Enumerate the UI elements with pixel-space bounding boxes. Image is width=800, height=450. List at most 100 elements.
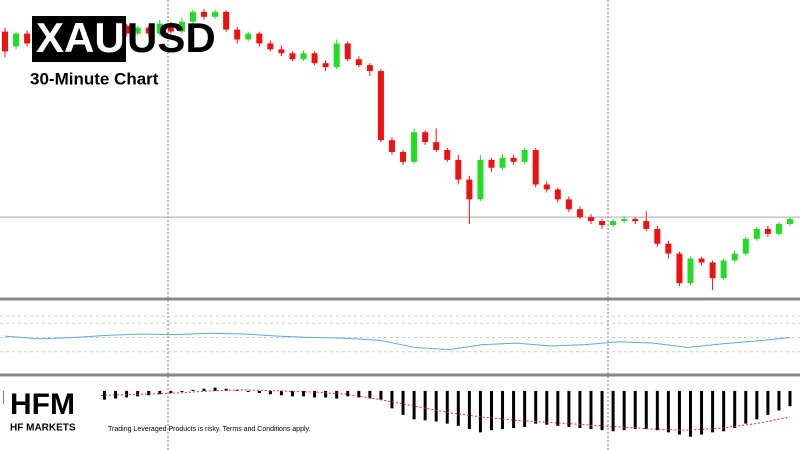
candle-body xyxy=(333,43,340,68)
candle-body xyxy=(366,65,373,72)
candle-body xyxy=(355,59,362,66)
histogram-bar xyxy=(401,390,405,415)
histogram-bar xyxy=(213,387,217,391)
candle-body xyxy=(212,11,219,17)
candle-body xyxy=(278,49,285,54)
histogram-bar xyxy=(711,390,715,433)
histogram-bar xyxy=(191,389,195,391)
histogram-bar xyxy=(611,390,615,432)
histogram-bar xyxy=(534,390,538,424)
candle-body xyxy=(477,159,484,200)
disclaimer: Trading Leveraged Products is risky. Ter… xyxy=(108,426,311,433)
candle-body xyxy=(322,63,329,68)
candle-body xyxy=(554,189,561,200)
candle-body xyxy=(632,219,639,222)
candle-body xyxy=(178,21,185,32)
histogram-bar xyxy=(434,390,438,422)
histogram-bar xyxy=(346,390,350,397)
histogram-bar xyxy=(335,390,339,399)
candle-body xyxy=(610,221,617,225)
candle-body xyxy=(775,224,782,234)
histogram-bar xyxy=(257,390,261,394)
histogram-bar xyxy=(224,388,228,391)
candle-body xyxy=(455,159,462,180)
candle-body xyxy=(499,157,506,168)
candle-body xyxy=(400,151,407,162)
histogram-bar xyxy=(357,390,361,398)
histogram-bar xyxy=(390,390,394,409)
brand: HF MARKETS xyxy=(10,423,76,434)
histogram-bar xyxy=(423,390,427,421)
candle-body xyxy=(543,184,550,190)
candle-body xyxy=(189,11,196,22)
candle-body xyxy=(289,53,296,60)
histogram-bar xyxy=(655,390,659,431)
histogram-bar xyxy=(290,390,294,397)
histogram-bar xyxy=(688,390,692,437)
candle-body xyxy=(13,33,20,47)
histogram-bar xyxy=(103,390,107,400)
candle-body xyxy=(599,221,606,225)
candle-body xyxy=(223,11,230,30)
candle-body xyxy=(134,27,141,34)
histogram-bar xyxy=(589,390,593,430)
candle-body xyxy=(444,150,451,160)
histogram-bar xyxy=(578,390,582,428)
histogram-bar xyxy=(158,390,162,395)
histogram-bar xyxy=(666,390,670,433)
candle-body xyxy=(167,23,174,32)
candle-body xyxy=(665,243,672,254)
histogram-bar xyxy=(766,390,770,415)
histogram-bar xyxy=(324,390,328,398)
histogram-bar xyxy=(677,390,681,435)
candle-body xyxy=(123,25,130,34)
histogram-bar xyxy=(114,390,118,399)
candle-body xyxy=(267,43,274,50)
indicator-line xyxy=(4,332,791,351)
candle-body xyxy=(787,219,793,224)
candle-body xyxy=(510,157,517,162)
histogram-bar xyxy=(777,390,781,411)
candle-body xyxy=(234,29,241,40)
histogram-bar xyxy=(788,390,792,407)
candle-body xyxy=(388,140,395,152)
candle-body xyxy=(643,221,650,229)
candle-body xyxy=(422,132,429,143)
candle-body xyxy=(311,53,318,64)
histogram-bar xyxy=(169,390,173,394)
candle-body xyxy=(24,33,31,44)
histogram-bar xyxy=(467,390,471,430)
candle-body xyxy=(587,217,594,222)
logo-background xyxy=(4,384,100,436)
histogram-bar xyxy=(733,390,737,428)
candle-body xyxy=(466,179,473,200)
histogram-bar xyxy=(523,390,527,427)
candle-body xyxy=(621,219,628,222)
histogram-bar xyxy=(489,390,493,431)
histogram-bar xyxy=(755,390,759,420)
histogram-bar xyxy=(379,390,383,400)
histogram-bar xyxy=(501,390,505,430)
candle-body xyxy=(245,33,252,40)
candle-body xyxy=(488,159,495,168)
histogram-bar xyxy=(445,390,449,424)
histogram-bar xyxy=(368,390,372,399)
histogram-bar xyxy=(246,390,250,392)
candle-body xyxy=(676,253,683,284)
plots xyxy=(0,8,800,437)
candle-body xyxy=(411,132,418,162)
title-box-text: XAU xyxy=(36,14,125,61)
logo: HFM xyxy=(10,388,75,421)
candle-body xyxy=(377,71,384,141)
candle-body xyxy=(698,258,705,263)
histogram-bar xyxy=(622,390,626,431)
subtitle: 30-Minute Chart xyxy=(30,69,159,88)
candle-body xyxy=(654,228,661,244)
title-box xyxy=(32,16,126,62)
histogram-bar xyxy=(722,390,726,432)
candle-body xyxy=(731,253,738,261)
title-text: USD xyxy=(127,14,216,61)
histogram-bar xyxy=(700,390,704,435)
candle-body xyxy=(433,142,440,150)
